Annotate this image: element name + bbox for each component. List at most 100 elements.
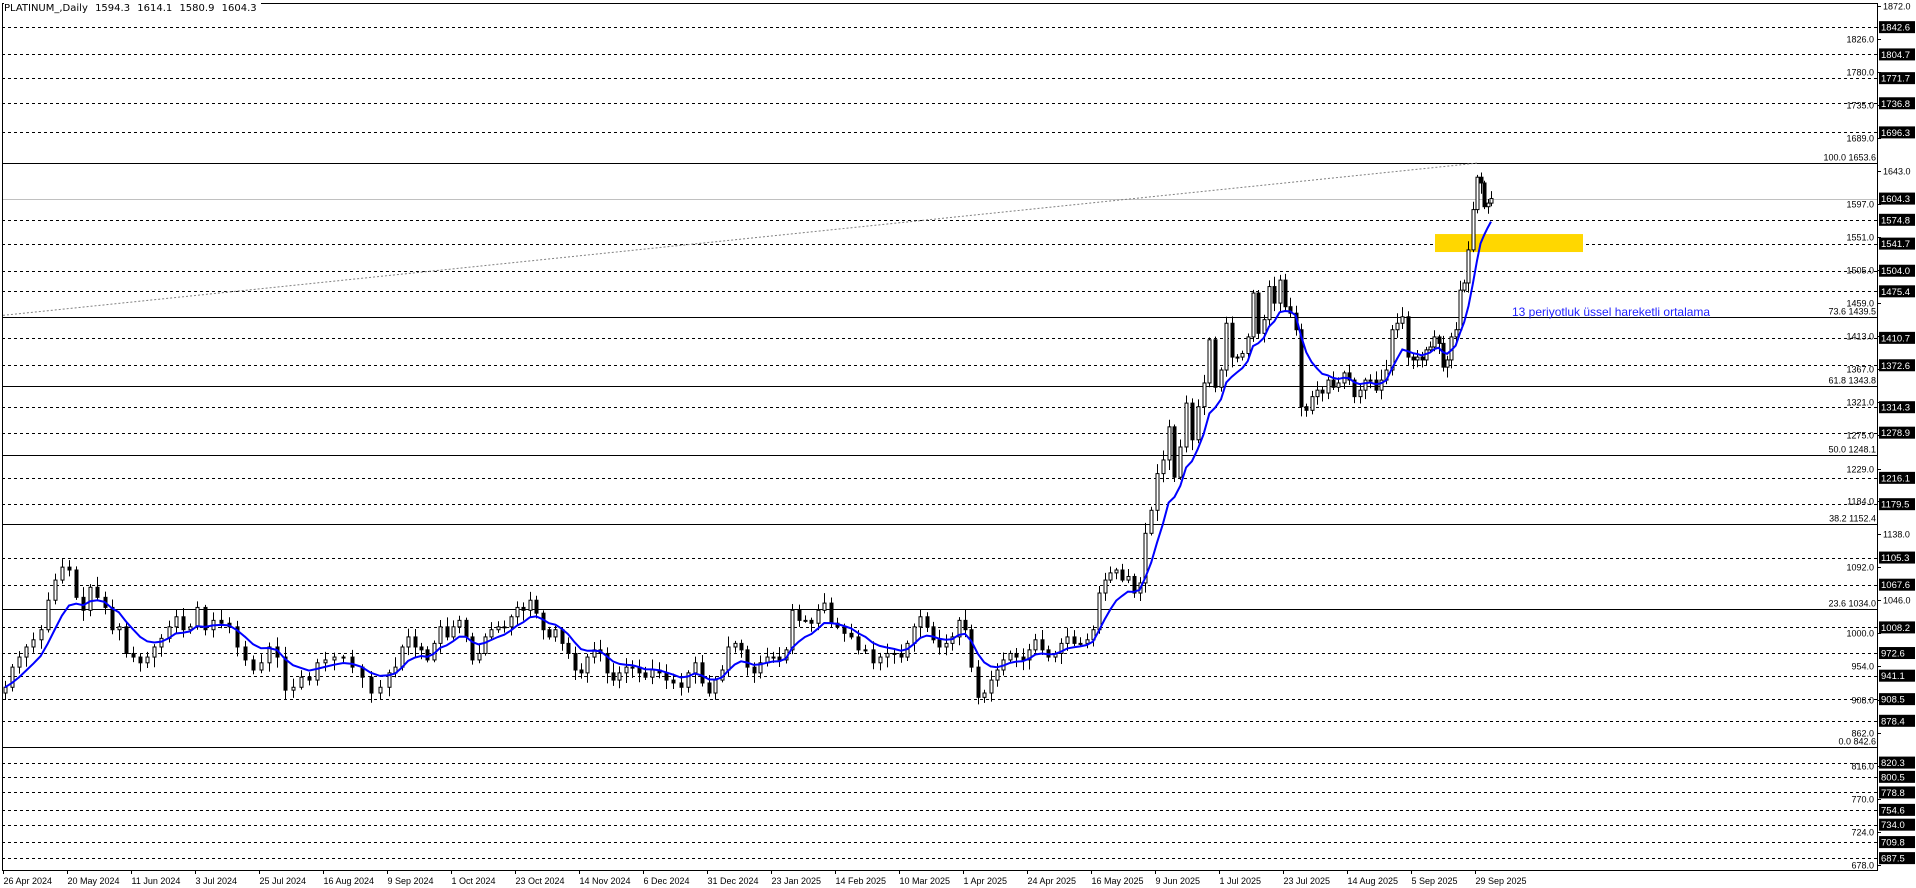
candle-body [547, 629, 552, 638]
candle-body [624, 666, 629, 674]
candle-body [1445, 359, 1450, 368]
candle-body [24, 646, 29, 658]
candle-body [686, 672, 691, 688]
candle-body [88, 586, 93, 611]
x-tick-label: 16 May 2025 [1092, 876, 1144, 886]
level-price-badge [1879, 192, 1915, 205]
level-price-badge [1879, 126, 1915, 139]
candle-body [777, 656, 782, 661]
candle-body [871, 649, 876, 664]
level-price-label: 687.5 [1881, 854, 1905, 865]
candle-body [1441, 342, 1446, 368]
candle-body [1310, 396, 1315, 411]
candle-body [733, 642, 738, 648]
candle-body [1172, 426, 1177, 478]
candle-body [1395, 322, 1400, 331]
y-tick-label: 1459.0 [1846, 299, 1874, 309]
level-price-badge [1879, 770, 1915, 783]
candle-body [739, 642, 744, 651]
ema-annotation: 13 periyotluk üssel hareketli ortalama [1512, 305, 1710, 319]
y-tick-label: 1229.0 [1846, 465, 1874, 475]
candle-body [1072, 636, 1077, 644]
candle-body [46, 599, 51, 631]
level-price-label: 734.0 [1881, 820, 1905, 831]
level-price-label: 800.5 [1881, 772, 1905, 783]
x-tick-label: 1 Apr 2025 [964, 876, 1008, 886]
level-price-badge [1879, 213, 1915, 226]
level-price-badge [1879, 803, 1915, 816]
candle-body [1406, 316, 1411, 358]
level-price-badge [1879, 97, 1915, 110]
candle-body [117, 626, 122, 631]
candle-body [745, 649, 750, 668]
level-price-badge [1879, 237, 1915, 250]
candle-body [243, 646, 248, 661]
candle-body [1262, 319, 1267, 334]
candle-body [1161, 459, 1166, 475]
candle-body [299, 676, 304, 688]
candle-body [509, 616, 514, 628]
candle-body [1103, 579, 1108, 594]
candle-body [1027, 649, 1032, 661]
candle-body [878, 656, 883, 664]
candle-body [131, 652, 136, 658]
candle-body [829, 602, 834, 624]
candle-body [713, 679, 718, 694]
fib-label: 0.0 842.6 [1838, 737, 1876, 747]
candle-body [1213, 339, 1218, 388]
x-tick-label: 24 Apr 2025 [1028, 876, 1077, 886]
candle-body [489, 629, 494, 638]
level-price-badge [1879, 836, 1915, 849]
candle-body [1149, 509, 1154, 534]
y-tick-label: 1138.0 [1883, 530, 1910, 540]
level-price-badge [1879, 401, 1915, 414]
candle-body [1462, 282, 1467, 291]
y-tick-label: 1872.0 [1883, 2, 1911, 12]
ema-line [4, 221, 1492, 689]
candle-body [918, 616, 923, 628]
candle-body [963, 619, 968, 631]
level-price-badge [1879, 21, 1915, 34]
candle-body [1432, 336, 1437, 348]
candle-body [1251, 292, 1256, 338]
x-tick-label: 6 Dec 2024 [644, 876, 690, 886]
candle-body [1085, 639, 1090, 644]
x-tick-label: 16 Aug 2024 [324, 876, 375, 886]
level-price-label: 709.8 [1881, 838, 1905, 849]
candle-body [1207, 339, 1212, 384]
candle-body [138, 656, 143, 664]
candle-body [1196, 406, 1201, 441]
candle-body [1466, 249, 1471, 284]
x-tick-label: 1 Oct 2024 [452, 876, 496, 886]
level-price-badge [1879, 426, 1915, 439]
y-tick-label: 1826.0 [1846, 35, 1874, 45]
candle-body [483, 636, 488, 654]
candle-body [1315, 389, 1320, 398]
candle-body [259, 662, 264, 671]
close-value: 1604.3 [221, 3, 257, 14]
candle-body [1267, 286, 1272, 321]
candle-body [752, 666, 757, 674]
level-price-label: 1504.0 [1881, 266, 1910, 277]
plot-frame [2, 3, 1878, 871]
candle-body [350, 656, 355, 668]
candle-body [892, 652, 897, 655]
candle-body [438, 626, 443, 644]
candle-body [332, 656, 337, 661]
candle-body [957, 619, 962, 638]
candle-body [566, 642, 571, 654]
candle-body [982, 692, 987, 698]
level-price-badge [1879, 285, 1915, 298]
candle-body [17, 656, 22, 668]
candle-body [10, 666, 15, 688]
symbol-label: PLATINUM_,Daily [4, 3, 88, 14]
x-tick-label: 20 May 2024 [68, 876, 120, 886]
candle-body [195, 606, 200, 628]
candle-body [816, 609, 821, 624]
candle-body [323, 659, 328, 664]
candle-body [771, 656, 776, 659]
candle-body [617, 672, 622, 681]
level-price-badge [1879, 647, 1915, 660]
candle-body [1143, 532, 1148, 584]
